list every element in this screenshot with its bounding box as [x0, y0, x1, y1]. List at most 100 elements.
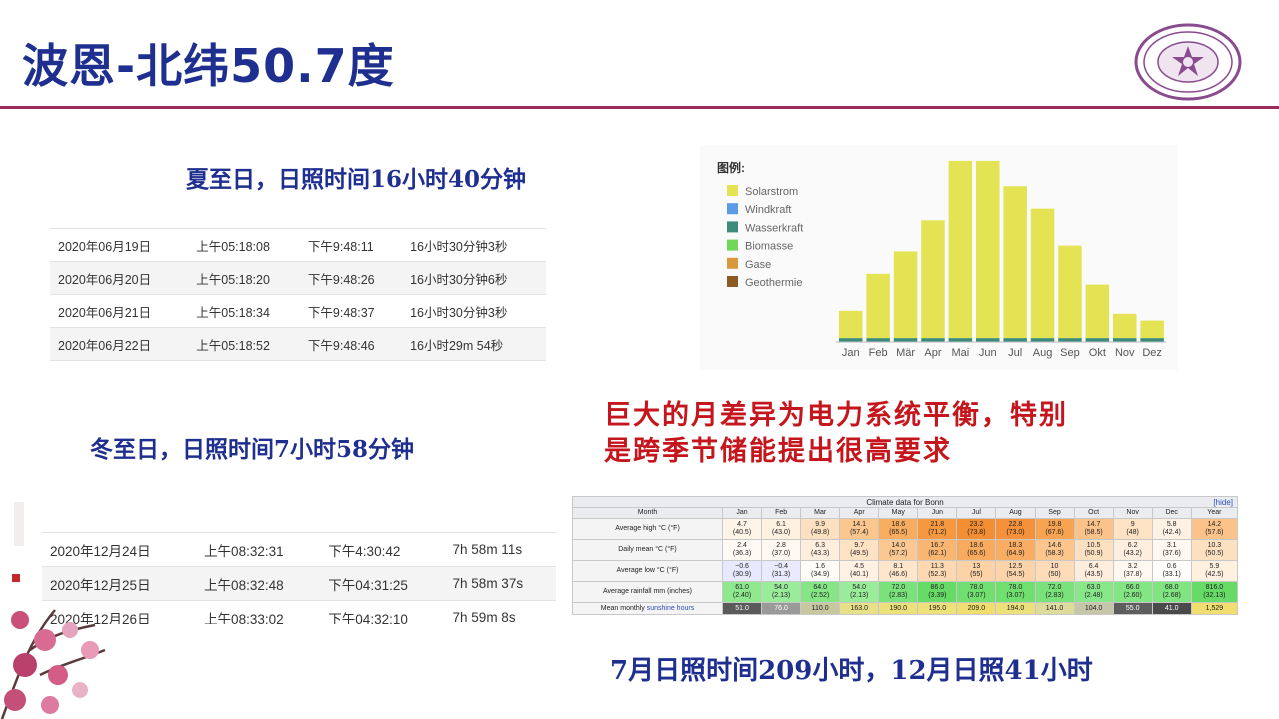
- climate-cell: 72.0 (2.83): [1034, 581, 1075, 603]
- legend-swatch: [727, 257, 738, 269]
- cell-imperial: (43.3): [811, 550, 830, 557]
- hide-link[interactable]: [hide]: [1213, 498, 1233, 507]
- slide-title: 波恩-北纬50.7度: [22, 39, 395, 93]
- cell-imperial: (30.9): [732, 571, 752, 578]
- bar-wasserkraft: [866, 338, 890, 342]
- bar-wasserkraft: [839, 338, 863, 342]
- bar-wasserkraft: [976, 338, 1000, 342]
- climate-cell: 78.0 (3.07): [956, 581, 997, 603]
- cell-imperial: (42.5): [1205, 571, 1224, 578]
- legend-swatch: [727, 276, 738, 287]
- legend-label: Windkraft: [745, 204, 791, 216]
- sunset-cell: 下午9:48:37: [299, 294, 403, 328]
- legend-label: Wasserkraft: [745, 222, 803, 234]
- table-row: 2020年12月24日 上午08:32:31 下午4:30:42 7h 58m …: [42, 532, 556, 567]
- sunrise-cell: 上午05:18:08: [188, 228, 300, 262]
- table-row: 2020年12月25日 上午08:32:48 下午04:31:25 7h 58m…: [42, 566, 556, 601]
- cell-imperial: (49.8): [811, 529, 830, 536]
- cell-metric: 14.1: [852, 521, 867, 528]
- climate-cell: 6.2 (43.2): [1112, 539, 1153, 561]
- date-cell: 2020年06月20日: [50, 261, 189, 295]
- cell-metric: 13: [972, 563, 981, 570]
- highlight-line-2: 是跨季节储能提出很高要求: [604, 436, 952, 467]
- bar-wasserkraft: [921, 338, 945, 342]
- cell-metric: 18.6: [891, 521, 906, 528]
- x-tick-label: Feb: [869, 347, 888, 359]
- climate-cell: 6.1 (43.0): [761, 518, 802, 540]
- climate-cell: 8.1 (46.6): [878, 560, 919, 582]
- duration-cell: 16小时30分钟6秒: [402, 261, 546, 295]
- climate-caption: Climate data for Bonn [hide]: [572, 496, 1238, 507]
- cell-imperial: (2.83): [1045, 592, 1064, 599]
- climate-cell: 61.0 (2.40): [721, 581, 763, 603]
- climate-cell: 12.5 (54.5): [995, 560, 1036, 582]
- cell-imperial: (46.6): [889, 571, 908, 578]
- cell-metric: 9.9: [815, 521, 826, 528]
- storage-requirement-text: 巨大的月差异为电力系统平衡，特别 是跨季节储能提出很高要求: [604, 398, 1144, 470]
- header-cell: Feb: [761, 507, 802, 519]
- bar-solarstrom: [1085, 284, 1110, 339]
- cell-metric: 22.8: [1008, 521, 1023, 528]
- cell-metric: 72.0: [1047, 584, 1062, 591]
- row-label: Average rainfall mm (inches): [572, 581, 723, 603]
- cell-metric: 66.0: [1125, 584, 1140, 591]
- climate-cell: −0.4 (31.3): [761, 560, 802, 582]
- climate-cell: 14.1 (57.4): [839, 518, 880, 540]
- date-cell: 2020年12月25日: [42, 566, 197, 601]
- cell-metric: 63.0: [1086, 584, 1101, 591]
- x-tick-label: Nov: [1115, 347, 1135, 359]
- duration-cell: 7h 59m 8s: [444, 600, 556, 624]
- cell-imperial: (3.07): [967, 592, 986, 599]
- climate-cell: 10.5 (50.9): [1073, 539, 1114, 561]
- cell-metric: 4.7: [737, 521, 747, 528]
- sunshine-cell: 163.0: [839, 602, 880, 615]
- header-cell: Mar: [800, 507, 841, 519]
- cell-metric: 12.5: [1008, 563, 1023, 570]
- climate-cell: 13 (55): [956, 560, 997, 582]
- cell-imperial: (3.39): [928, 592, 947, 599]
- climate-caption-text: Climate data for Bonn: [866, 498, 944, 507]
- legend-label: Biomasse: [745, 241, 793, 253]
- table-row: 2020年12月26日 上午08:33:02 下午04:32:10 7h 59m…: [42, 600, 556, 624]
- climate-cell: 4.5 (40.1): [839, 560, 880, 582]
- climate-cell: 0.6 (33.1): [1151, 560, 1192, 582]
- cell-metric: 11.3: [930, 563, 944, 570]
- cell-imperial: (73.0): [1006, 529, 1025, 536]
- legend-swatch: [727, 239, 738, 251]
- cell-metric: 54.0: [774, 584, 788, 591]
- duration-cell: 7h 58m 37s: [444, 566, 556, 601]
- climate-cell: 63.0 (2.48): [1073, 581, 1114, 603]
- cell-imperial: (62.1): [928, 550, 947, 557]
- title-divider: [0, 106, 1279, 109]
- sunset-cell: 下午4:30:42: [320, 532, 445, 567]
- climate-cell: 21.8 (71.2): [917, 518, 958, 540]
- climate-cell: 4.7 (40.5): [721, 518, 763, 540]
- cell-metric: 18.6: [969, 542, 984, 549]
- cell-imperial: (42.4): [1162, 529, 1181, 536]
- cell-imperial: (67.6): [1045, 529, 1064, 536]
- duration-cell: 16小时29m 54秒: [402, 327, 546, 361]
- climate-row: Average low °C (°F) −0.6 (30.9) −0.4 (31.3) 1…: [572, 560, 1239, 582]
- sunshine-cell: 55.0: [1112, 602, 1153, 615]
- cell-imperial: (31.3): [771, 571, 791, 578]
- cell-metric: 78.0: [969, 584, 984, 591]
- header-cell: Jun: [917, 507, 958, 519]
- bar-solarstrom: [1003, 186, 1027, 339]
- climate-cell: 5.8 (42.4): [1151, 518, 1192, 540]
- cell-metric: 18.3: [1008, 542, 1023, 549]
- climate-cell: 14.6 (58.3): [1034, 539, 1075, 561]
- cell-imperial: (58.5): [1084, 529, 1103, 536]
- cell-metric: 816.0: [1205, 584, 1224, 591]
- legend-label: Solarstrom: [745, 186, 798, 198]
- cell-metric: 23.2: [969, 521, 984, 528]
- cell-imperial: (37.6): [1162, 550, 1181, 557]
- header-cell: Oct: [1073, 507, 1114, 519]
- sunrise-cell: 上午08:32:31: [196, 532, 321, 567]
- sunshine-hours-link[interactable]: sunshine hours: [646, 604, 695, 612]
- climate-cell: 54.0 (2.13): [761, 581, 802, 603]
- cell-imperial: (37.8): [1123, 571, 1142, 578]
- climate-cell: 10 (50): [1034, 560, 1075, 582]
- energy-chart: 图例: Solarstrom Windkraft Wasserkraft Biomas…: [700, 145, 1178, 370]
- cell-imperial: (48): [1126, 529, 1139, 536]
- cell-imperial: (2.83): [889, 592, 908, 599]
